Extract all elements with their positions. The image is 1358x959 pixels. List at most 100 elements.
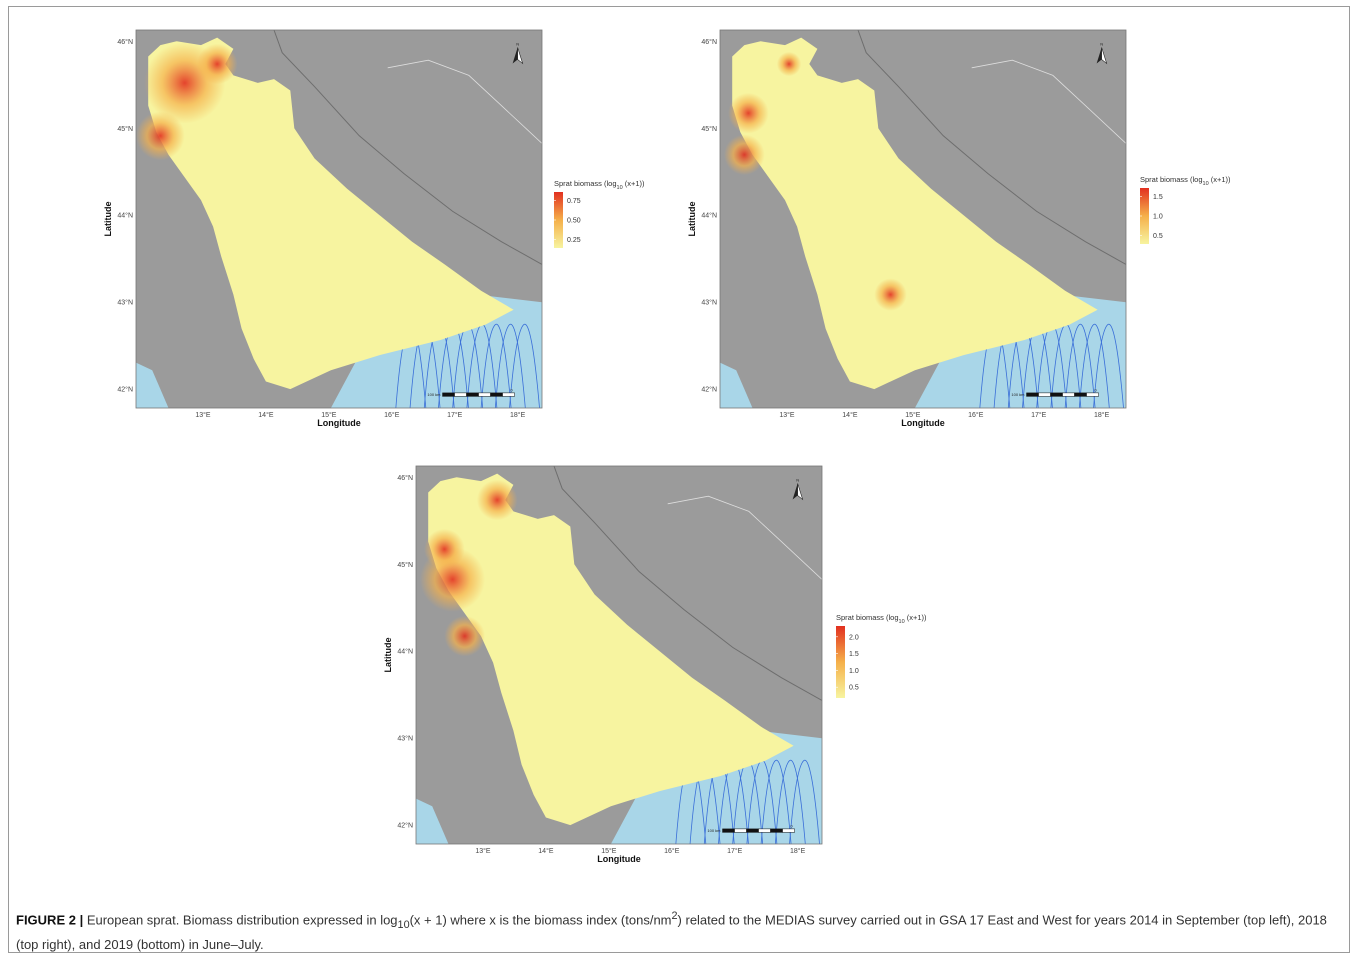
north-arrow-icon: N	[792, 477, 804, 501]
biomass-hotspot	[776, 51, 802, 77]
country-border	[387, 59, 542, 144]
latitude-tick-label: 45°N	[701, 125, 717, 133]
caption-superscript: 2	[671, 910, 678, 922]
coastline	[857, 30, 1126, 265]
longitude-tick-label: 16°E	[664, 847, 680, 855]
legend-title: Sprat biomass (log10 (x+1))	[554, 179, 645, 191]
latitude-tick-label: 46°N	[701, 38, 717, 46]
survey-area	[428, 473, 794, 826]
bathymetry-contour	[1078, 323, 1110, 408]
legend-tick-label: 1.5	[1153, 194, 1163, 201]
longitude-tick-label: 17°E	[727, 847, 743, 855]
sea-area-west	[416, 798, 449, 844]
bathymetry-contour	[494, 323, 526, 408]
scale-label-distance: 100 km	[1011, 392, 1025, 397]
scale-label-distance: 100 km	[427, 392, 441, 397]
latitude-tick-label: 43°N	[117, 299, 133, 307]
biomass-hotspot	[424, 528, 465, 570]
scale-label-distance: 100 km	[707, 828, 721, 833]
legend-tick-label: 0.50	[567, 218, 581, 225]
legend: Sprat biomass (log10 (x+1)) 0.75 0.50 0.25	[554, 179, 645, 248]
latitude-tick-label: 44°N	[117, 212, 133, 220]
longitude-tick-label: 18°E	[510, 411, 526, 419]
latitude-tick-label: 45°N	[117, 125, 133, 133]
biomass-hotspot	[874, 278, 907, 311]
y-axis-title: Latitude	[103, 202, 113, 237]
scale-label-zero: 0	[1094, 387, 1097, 392]
longitude-tick-label: 16°E	[968, 411, 984, 419]
scale-bar: 100 km 0	[707, 823, 795, 833]
legend-tick-label: 1.0	[1153, 214, 1163, 221]
legend: Sprat biomass (log10 (x+1)) 1.5 1.0 0.5	[1140, 175, 1231, 244]
longitude-tick-label: 18°E	[790, 847, 806, 855]
latitude-tick-label: 42°N	[117, 386, 133, 394]
bathymetry-contour	[480, 323, 512, 408]
scale-label-zero: 0	[790, 823, 793, 828]
legend: Sprat biomass (log10 (x+1)) 2.0 1.5 1.0 0.5	[836, 613, 927, 698]
legend-tick-label: 2.0	[849, 634, 859, 641]
y-axis-title: Latitude	[687, 202, 697, 237]
scale-bar: 100 km 0	[427, 387, 515, 397]
x-axis-title: Longitude	[597, 854, 641, 864]
longitude-tick-label: 15°E	[601, 847, 617, 855]
caption-text-c: ) related to the MEDIAS survey carried o…	[16, 912, 1327, 952]
sea-area-west	[720, 362, 753, 408]
x-axis-title: Longitude	[317, 418, 361, 428]
caption-text-b: (x + 1) where x is the biomass index (to…	[409, 912, 672, 928]
map-svg: 46°N 45°N 44°N 43°N 42°N 13°E 14°E 15°E 16°E 17°E…	[103, 29, 645, 428]
latitude-tick-label: 44°N	[701, 212, 717, 220]
longitude-tick-label: 14°E	[258, 411, 274, 419]
map-panel-2019: 46°N 45°N 44°N 43°N 42°N 13°E 14°E 15°E 16°E 17°E…	[380, 462, 965, 867]
legend-colorbar	[554, 192, 563, 248]
biomass-hotspot	[444, 615, 486, 657]
map-panel-2014: 46°N 45°N 44°N 43°N 42°N 13°E 14°E 15°E 16°E 17°E…	[100, 26, 650, 431]
sea-area-west	[136, 362, 169, 408]
caption-subscript: 10	[397, 918, 410, 931]
scale-bar: 100 km 0	[1011, 387, 1099, 397]
legend-tick-label: 1.5	[849, 651, 859, 658]
bathymetry-contour	[1064, 323, 1096, 408]
latitude-tick-label: 45°N	[397, 561, 413, 569]
caption-label: FIGURE 2 |	[16, 912, 84, 928]
bathymetry-contour	[760, 759, 792, 844]
map-frame	[415, 465, 823, 845]
legend-tick-label: 0.5	[849, 685, 859, 692]
figure-caption: FIGURE 2 | European sprat. Biomass distr…	[16, 906, 1336, 955]
longitude-tick-label: 17°E	[1031, 411, 1047, 419]
y-axis-title: Latitude	[383, 638, 393, 673]
north-arrow-icon: N	[1096, 41, 1108, 65]
north-label: N	[516, 41, 519, 46]
map-svg: 46°N 45°N 44°N 43°N 42°N 13°E 14°E 15°E 16°E 17°E…	[383, 465, 927, 864]
survey-area	[148, 37, 514, 390]
north-arrow-icon: N	[512, 41, 524, 65]
biomass-hotspot	[724, 134, 765, 176]
bathymetry-contour	[1093, 323, 1124, 408]
longitude-tick-label: 14°E	[538, 847, 554, 855]
longitude-tick-label: 17°E	[447, 411, 463, 419]
map-frame	[135, 29, 543, 409]
legend-tick-label: 1.0	[849, 668, 859, 675]
map-panel-2018: 46°N 45°N 44°N 43°N 42°N 13°E 14°E 15°E 16°E 17°E…	[684, 26, 1269, 431]
north-label: N	[1100, 41, 1103, 46]
coastline	[553, 466, 822, 701]
legend-title: Sprat biomass (log10 (x+1))	[1140, 175, 1231, 187]
map-svg: 46°N 45°N 44°N 43°N 42°N 13°E 14°E 15°E 16°E 17°E…	[687, 29, 1231, 428]
latitude-tick-label: 46°N	[397, 474, 413, 482]
longitude-tick-label: 13°E	[475, 847, 491, 855]
survey-area	[732, 37, 1098, 390]
scale-label-zero: 0	[510, 387, 513, 392]
biomass-hotspot	[136, 111, 185, 161]
longitude-tick-label: 14°E	[842, 411, 858, 419]
north-label: N	[796, 477, 799, 482]
figure-frame	[8, 6, 1350, 953]
longitude-tick-label: 15°E	[905, 411, 921, 419]
bathymetry-contour	[509, 323, 540, 408]
bathymetry-contour	[774, 759, 806, 844]
bathymetry-contour	[789, 759, 820, 844]
latitude-tick-label: 43°N	[397, 735, 413, 743]
biomass-hotspot	[196, 43, 238, 85]
latitude-tick-label: 44°N	[397, 648, 413, 656]
longitude-tick-label: 16°E	[384, 411, 400, 419]
coastline	[273, 30, 542, 265]
legend-tick-label: 0.75	[567, 198, 581, 205]
